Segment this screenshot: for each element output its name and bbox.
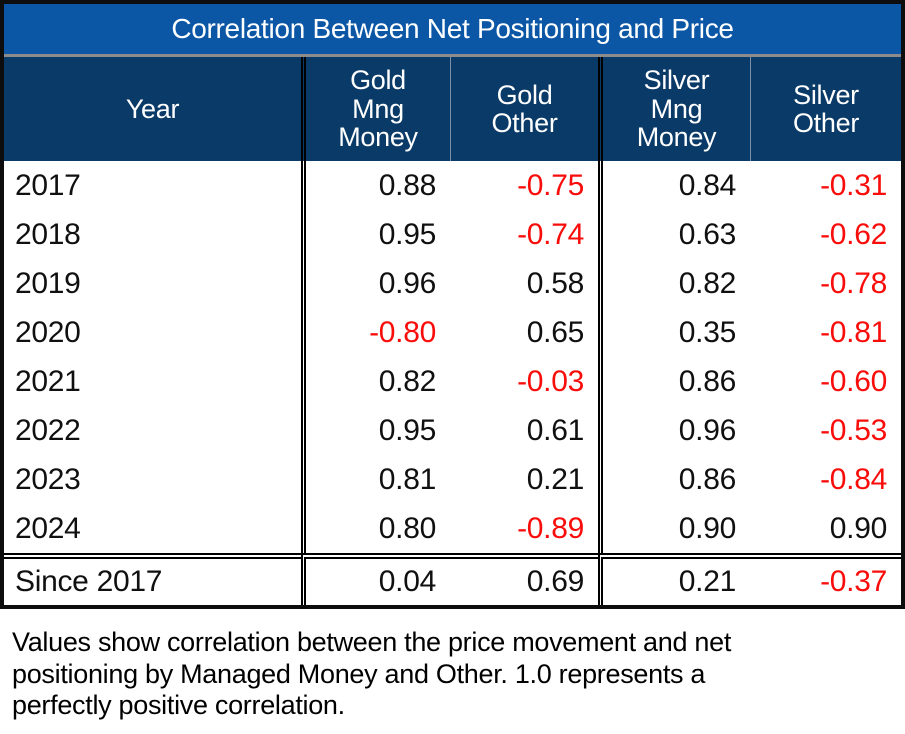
table-row: 2019 0.96 0.58 0.82 -0.78 [4, 259, 901, 308]
silver-mng-money-cell: 0.63 [598, 210, 750, 259]
gold-mng-money-cell: 0.88 [301, 161, 450, 210]
silver-other-cell: -0.78 [820, 266, 887, 300]
year-cell: 2024 [15, 511, 81, 545]
year-cell: 2021 [15, 364, 81, 398]
gold-other-cell: 0.61 [526, 413, 585, 447]
silver-mng-money-cell: 0.35 [598, 308, 750, 357]
gold-other-cell: 0.58 [526, 266, 585, 300]
table-title: Correlation Between Net Positioning and … [4, 4, 901, 57]
silver-other-cell: 0.90 [829, 511, 888, 545]
year-cell: 2022 [15, 413, 81, 447]
gold-other-cell: 0.65 [526, 315, 585, 349]
silver-other-cell: -0.60 [820, 364, 887, 398]
column-header-gold-mng-money: Gold Mng Money [301, 57, 450, 161]
silver-mng-money-cell: 0.90 [598, 504, 750, 553]
year-cell: 2023 [15, 462, 81, 496]
table-row: 2020 -0.80 0.65 0.35 -0.81 [4, 308, 901, 357]
silver-mng-money-cell: 0.86 [598, 357, 750, 406]
table-header: Year Gold Mng Money Gold Other Silver Mn… [4, 57, 901, 161]
gold-mng-money-cell: 0.95 [301, 406, 450, 455]
gold-other-cell: -0.03 [517, 364, 584, 398]
gold-mng-money-cell: -0.80 [301, 308, 450, 357]
table-row: 2017 0.88 -0.75 0.84 -0.31 [4, 161, 901, 210]
table-row: 2023 0.81 0.21 0.86 -0.84 [4, 455, 901, 504]
table-row: 2021 0.82 -0.03 0.86 -0.60 [4, 357, 901, 406]
footnote-line: perfectly positive correlation. [12, 690, 345, 721]
gold-mng-money-cell: 0.04 [301, 553, 450, 605]
silver-other-cell: -0.37 [750, 553, 901, 605]
table-row: 2024 0.80 -0.89 0.90 0.90 [4, 504, 901, 553]
column-header-year: Year [125, 93, 180, 124]
silver-mng-money-cell: 0.82 [598, 259, 750, 308]
table-row: 2018 0.95 -0.74 0.63 -0.62 [4, 210, 901, 259]
year-cell: 2018 [15, 217, 81, 251]
silver-other-cell: -0.81 [820, 315, 887, 349]
table-summary-row: Since 2017 0.04 0.69 0.21 -0.37 [4, 553, 901, 605]
column-header-silver-other: Silver Other [750, 57, 901, 161]
year-cell: Since 2017 [4, 553, 301, 605]
gold-other-cell: 0.69 [450, 553, 598, 605]
gold-mng-money-cell: 0.81 [301, 455, 450, 504]
silver-mng-money-cell: 0.21 [598, 553, 750, 605]
correlation-table: Correlation Between Net Positioning and … [0, 0, 905, 609]
footnote-line: positioning by Managed Money and Other. … [12, 658, 706, 689]
year-cell: 2017 [15, 168, 81, 202]
footnote-line: Values show correlation between the pric… [12, 627, 732, 657]
gold-mng-money-cell: 0.96 [301, 259, 450, 308]
silver-other-cell: -0.31 [820, 168, 887, 202]
column-header-silver-mng-money: Silver Mng Money [598, 57, 750, 161]
silver-other-cell: -0.53 [820, 413, 887, 447]
silver-other-cell: -0.84 [820, 462, 887, 496]
gold-other-cell: 0.21 [526, 462, 585, 496]
year-cell: 2020 [15, 315, 81, 349]
gold-mng-money-cell: 0.82 [301, 357, 450, 406]
silver-mng-money-cell: 0.86 [598, 455, 750, 504]
silver-other-cell: -0.62 [820, 217, 887, 251]
gold-mng-money-cell: 0.80 [301, 504, 450, 553]
column-header-gold-other: Gold Other [450, 57, 598, 161]
footnote: Values show correlation between the pric… [12, 627, 887, 722]
table-row: 2022 0.95 0.61 0.96 -0.53 [4, 406, 901, 455]
gold-other-cell: -0.74 [517, 217, 584, 251]
gold-mng-money-cell: 0.95 [301, 210, 450, 259]
year-cell: 2019 [15, 266, 81, 300]
gold-other-cell: -0.89 [517, 511, 584, 545]
silver-mng-money-cell: 0.84 [598, 161, 750, 210]
silver-mng-money-cell: 0.96 [598, 406, 750, 455]
gold-other-cell: -0.75 [517, 168, 584, 202]
